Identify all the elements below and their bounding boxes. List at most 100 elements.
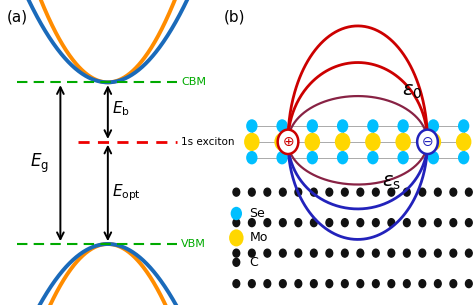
Circle shape [395,133,411,151]
Circle shape [248,280,255,288]
Circle shape [357,188,364,196]
Circle shape [244,133,260,151]
Circle shape [426,133,441,151]
Circle shape [341,280,348,288]
Circle shape [335,133,350,151]
Circle shape [435,219,441,227]
Circle shape [337,119,348,133]
Circle shape [233,258,240,266]
Circle shape [373,249,379,257]
Circle shape [280,219,286,227]
Circle shape [326,219,333,227]
Circle shape [295,188,301,196]
Circle shape [278,130,298,154]
Circle shape [264,219,271,227]
Circle shape [341,219,348,227]
Text: $\oplus$: $\oplus$ [282,135,294,149]
Text: Mo: Mo [249,231,268,244]
Circle shape [248,219,255,227]
Circle shape [450,249,456,257]
Text: $E_\mathrm{b}$: $E_\mathrm{b}$ [112,100,130,118]
Circle shape [419,219,426,227]
Circle shape [246,119,257,133]
Circle shape [233,249,240,257]
Circle shape [326,188,333,196]
Circle shape [428,119,439,133]
Circle shape [233,219,240,227]
Circle shape [341,249,348,257]
Circle shape [465,280,472,288]
Circle shape [465,188,472,196]
Circle shape [280,280,286,288]
Circle shape [295,219,301,227]
Circle shape [419,188,426,196]
Circle shape [264,280,271,288]
Circle shape [264,249,271,257]
Text: $\ominus$: $\ominus$ [421,135,434,149]
Text: (a): (a) [7,9,27,24]
Circle shape [450,219,456,227]
Circle shape [274,133,290,151]
Circle shape [458,151,469,164]
Text: $\varepsilon_\mathrm{s}$: $\varepsilon_\mathrm{s}$ [382,174,401,192]
Circle shape [357,219,364,227]
Circle shape [307,119,318,133]
Circle shape [233,280,240,288]
Circle shape [388,280,395,288]
Text: CBM: CBM [181,77,206,87]
Circle shape [246,151,257,164]
Text: $\varepsilon_0$: $\varepsilon_0$ [402,82,422,101]
Circle shape [231,207,242,220]
Circle shape [326,280,333,288]
Circle shape [458,119,469,133]
Circle shape [248,249,255,257]
Circle shape [341,188,348,196]
Circle shape [435,188,441,196]
Circle shape [264,188,271,196]
Circle shape [337,151,348,164]
Circle shape [435,280,441,288]
Circle shape [403,188,410,196]
Text: $E_\mathrm{opt}$: $E_\mathrm{opt}$ [112,183,141,203]
Circle shape [388,219,395,227]
Circle shape [310,219,317,227]
Circle shape [388,188,395,196]
Text: (b): (b) [223,9,245,24]
Circle shape [428,151,439,164]
Text: Se: Se [249,207,265,220]
Circle shape [403,219,410,227]
Circle shape [465,219,472,227]
Circle shape [233,188,240,196]
Circle shape [456,133,472,151]
Circle shape [465,249,472,257]
Text: $E_\mathrm{g}$: $E_\mathrm{g}$ [30,152,49,175]
Circle shape [398,119,409,133]
Circle shape [419,249,426,257]
Circle shape [373,188,379,196]
Circle shape [248,188,255,196]
Circle shape [417,130,438,154]
Circle shape [367,119,379,133]
Circle shape [403,249,410,257]
Circle shape [295,249,301,257]
Circle shape [357,249,364,257]
Circle shape [419,280,426,288]
Circle shape [310,280,317,288]
Circle shape [229,229,244,246]
Circle shape [326,249,333,257]
Circle shape [388,249,395,257]
Circle shape [450,280,456,288]
Circle shape [367,151,379,164]
Circle shape [280,188,286,196]
Circle shape [373,219,379,227]
Text: 1s exciton: 1s exciton [181,137,235,147]
Circle shape [276,151,288,164]
Circle shape [365,133,381,151]
Circle shape [398,151,409,164]
Circle shape [403,280,410,288]
Text: C: C [249,256,258,269]
Circle shape [307,151,318,164]
Circle shape [310,249,317,257]
Circle shape [280,249,286,257]
Circle shape [310,188,317,196]
